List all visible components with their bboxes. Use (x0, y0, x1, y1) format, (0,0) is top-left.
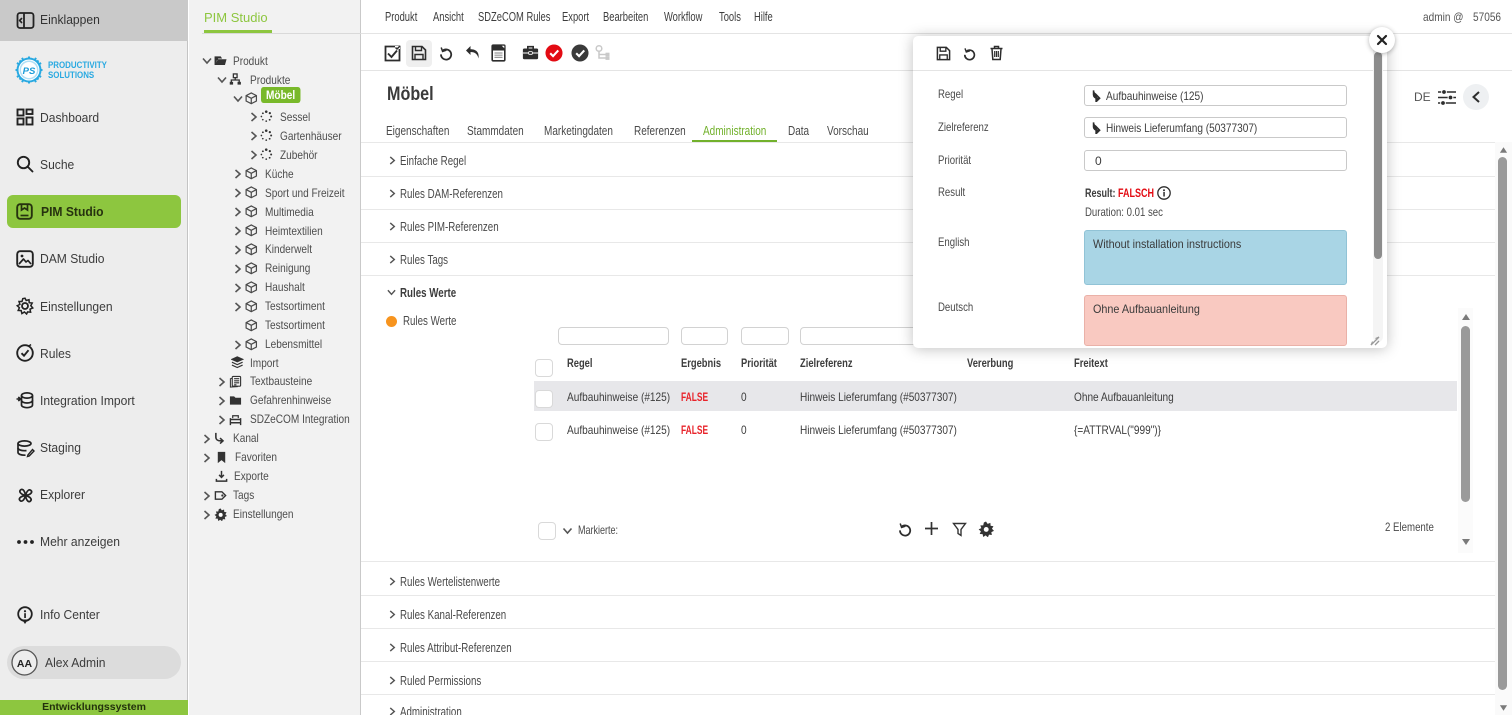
svg-text:AA: AA (17, 658, 33, 670)
svg-text:PS: PS (23, 66, 36, 77)
